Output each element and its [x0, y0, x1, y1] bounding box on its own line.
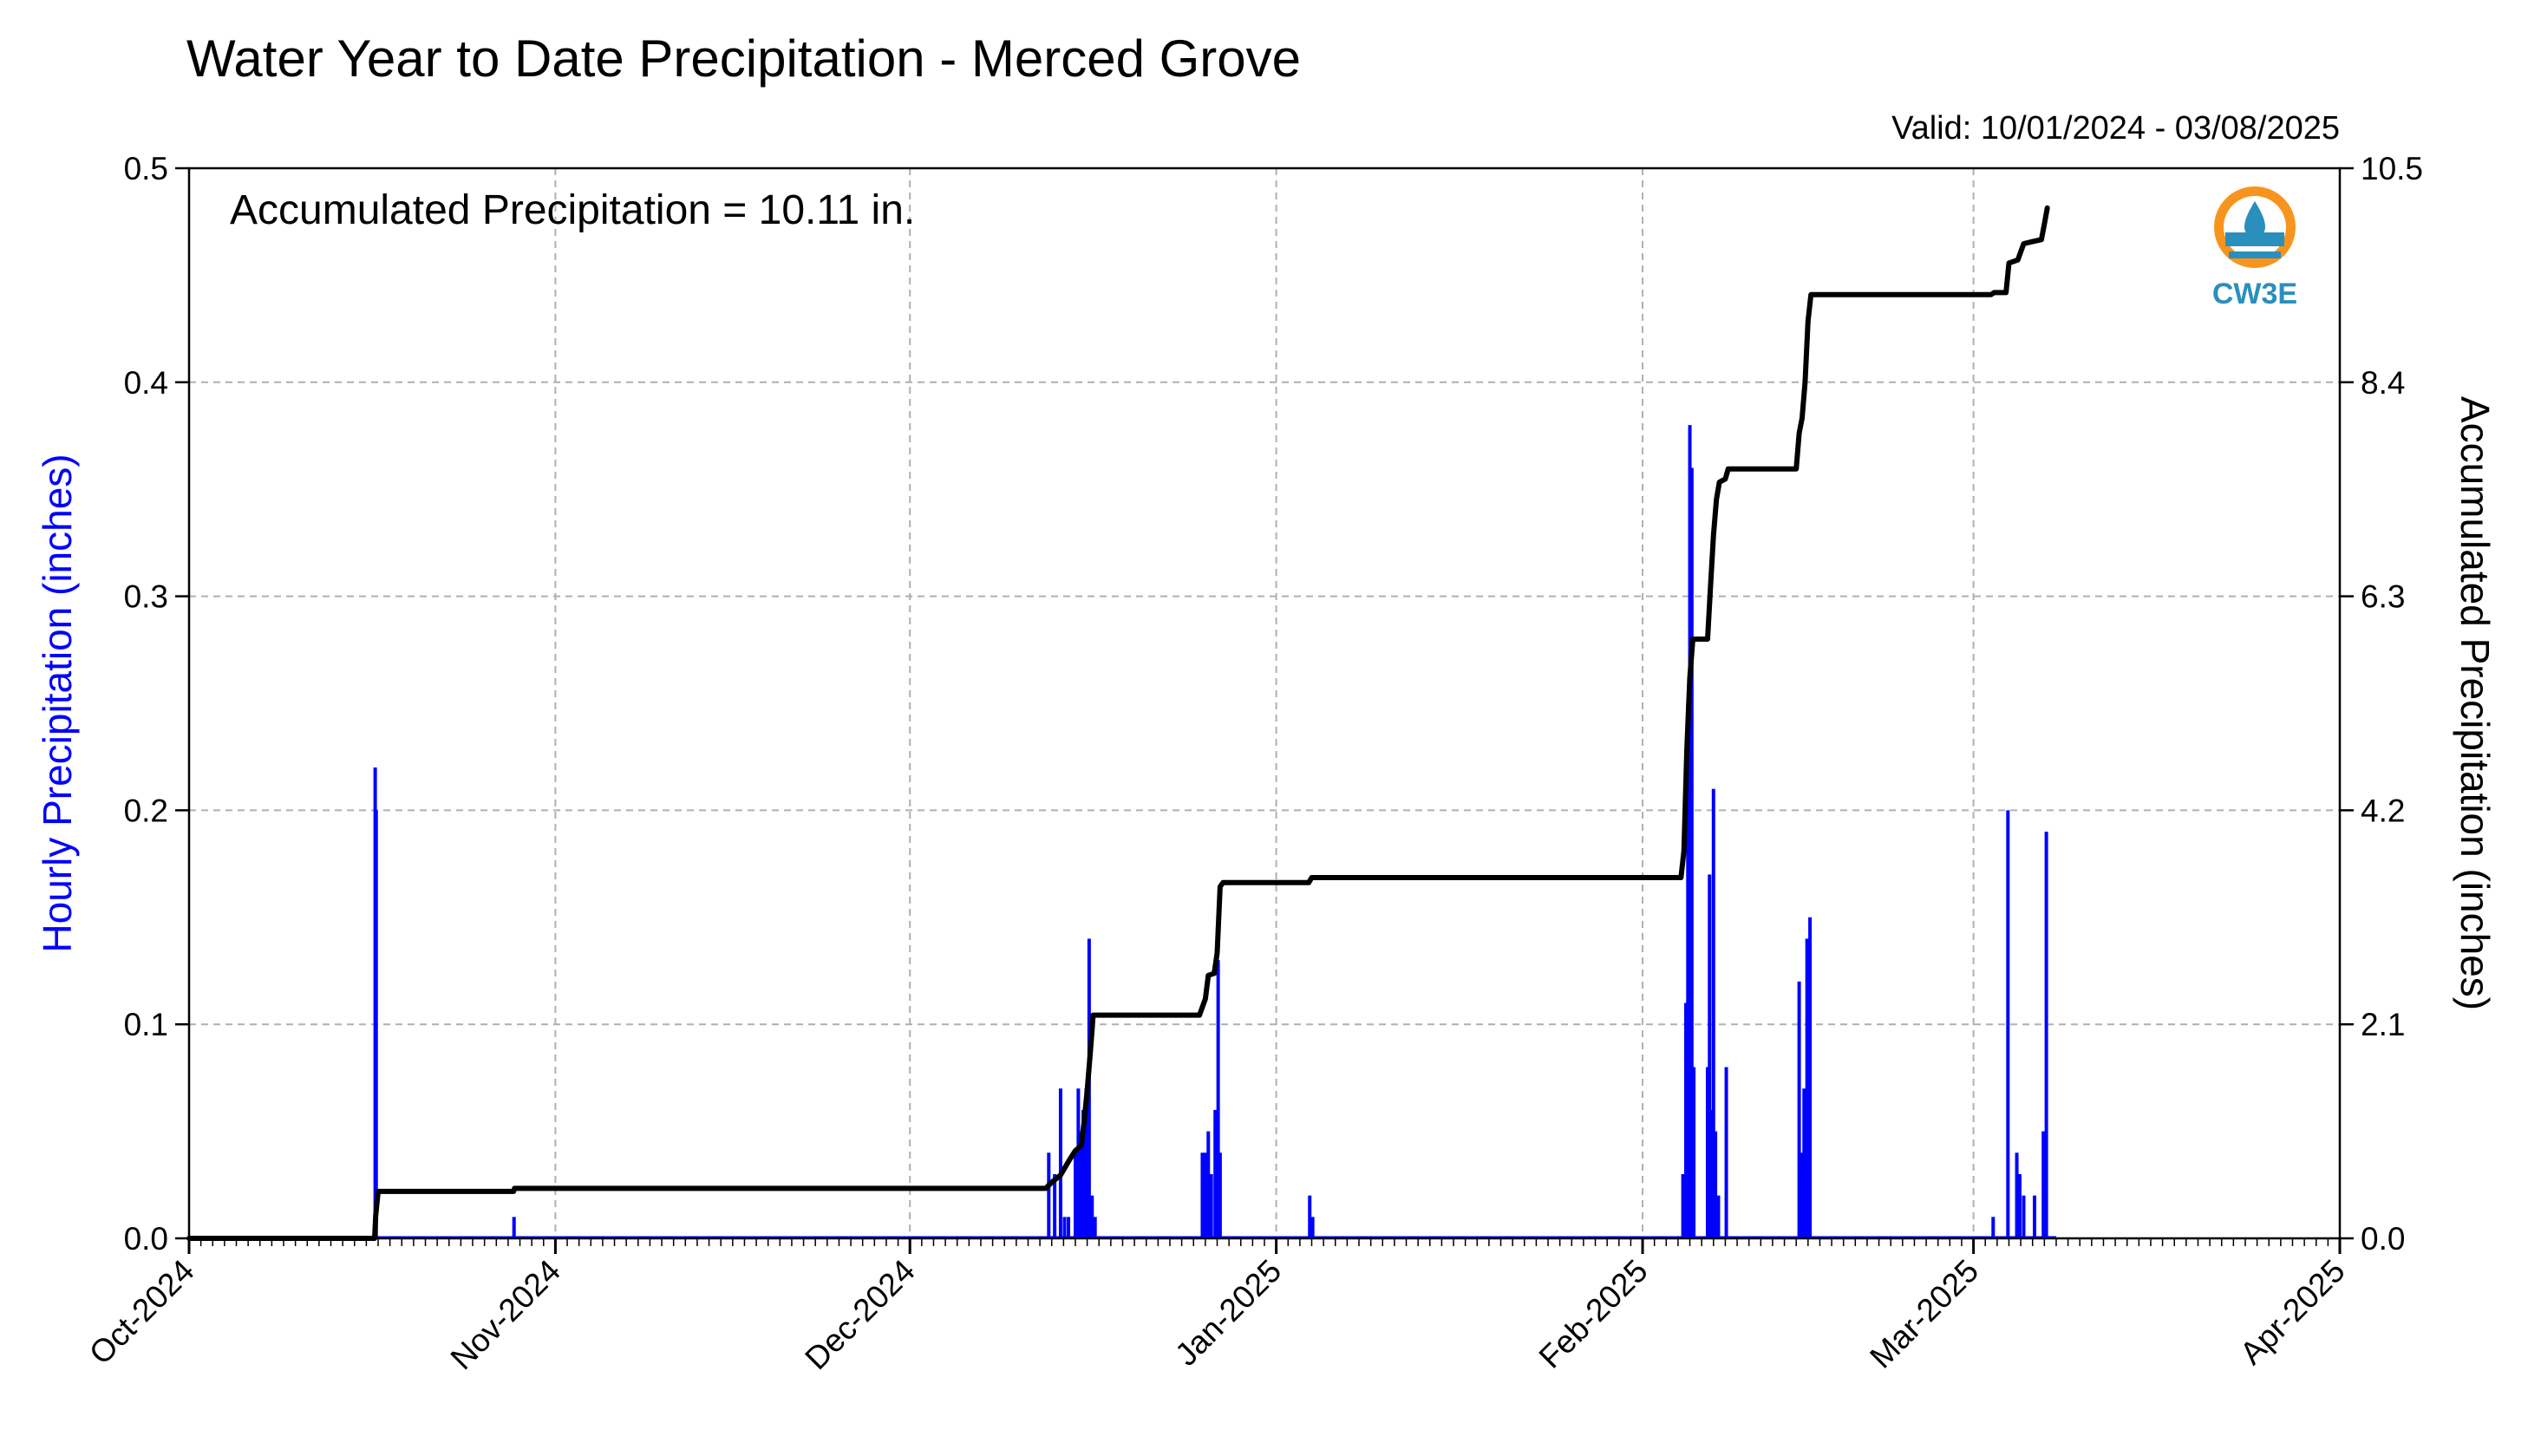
right-y-tick-label: 8.4: [2361, 365, 2405, 401]
hourly-bar: [2006, 810, 2010, 1238]
hourly-bar: [1078, 1131, 1082, 1238]
hourly-bar: [1090, 1195, 1094, 1238]
hourly-bar: [1709, 1109, 1714, 1238]
right-y-tick-label: 6.3: [2361, 579, 2405, 615]
hourly-bar: [1062, 1217, 1067, 1238]
cw3e-logo: CW3E: [2212, 186, 2297, 310]
left-y-axis-label: Hourly Precipitation (inches): [35, 454, 80, 952]
logo-waves-icon: [2225, 232, 2284, 258]
hourly-bar: [1686, 703, 1690, 1238]
x-tick-label: Oct-2024: [82, 1253, 201, 1372]
x-tick-label: Nov-2024: [444, 1253, 567, 1376]
chart-title: Water Year to Date Precipitation - Merce…: [186, 29, 1301, 88]
hourly-bar: [1800, 1152, 1804, 1238]
x-tick-label: Dec-2024: [798, 1253, 921, 1376]
hourly-bar: [1067, 1217, 1071, 1238]
hourly-bar: [1203, 1152, 1207, 1238]
hourly-bar: [1076, 1088, 1081, 1238]
hourly-bar: [1711, 788, 1715, 1238]
right-y-axis: 0.0 2.1 4.2 6.3 8.4 10.5: [2340, 151, 2423, 1257]
hourly-bar: [1692, 1067, 1696, 1238]
left-y-tick-label: 0.1: [124, 1007, 168, 1042]
hourly-bar: [1216, 960, 1220, 1238]
hourly-bar: [374, 810, 378, 1238]
hourly-bar: [1084, 1088, 1088, 1238]
hourly-bar: [1081, 1109, 1086, 1238]
accumulated-precipitation-line-group: [186, 205, 2050, 1241]
hourly-bar: [1705, 1067, 1709, 1238]
hourly-bar: [1058, 1088, 1062, 1238]
hourly-bar: [1802, 1088, 1806, 1238]
hourly-bar: [1093, 1217, 1097, 1238]
hourly-bar: [1681, 1173, 1685, 1238]
x-tick-label: Mar-2025: [1863, 1253, 1985, 1375]
left-y-axis: 0.0 0.1 0.2 0.3 0.4 0.5: [124, 151, 189, 1257]
x-tick-label: Apr-2025: [2233, 1253, 2352, 1372]
hourly-bar: [2022, 1195, 2026, 1238]
right-y-tick-label: 10.5: [2361, 151, 2423, 186]
valid-date-range: Valid: 10/01/2024 - 03/08/2025: [1891, 110, 2340, 147]
logo-drop-icon: [2244, 201, 2265, 238]
left-y-tick-label: 0.3: [124, 579, 168, 615]
right-y-tick-label: 2.1: [2361, 1007, 2405, 1042]
left-y-tick-label: 0.2: [124, 793, 168, 828]
hourly-bar: [1714, 1131, 1718, 1238]
hourly-bar: [2032, 1195, 2036, 1238]
hourly-bar: [2044, 832, 2048, 1238]
hourly-bar: [1206, 1131, 1211, 1238]
hourly-bar: [1689, 467, 1694, 1238]
plot-frame: [187, 166, 2342, 1240]
right-y-tick-label: 4.2: [2361, 793, 2405, 828]
hourly-precipitation-bars: [189, 425, 2056, 1239]
hourly-bar: [1310, 1217, 1315, 1238]
hourly-bar: [2041, 1131, 2046, 1238]
hourly-bar: [1213, 1109, 1218, 1238]
hourly-bar: [1724, 1067, 1728, 1238]
hourly-bar: [1218, 1152, 1222, 1238]
right-y-axis-label: Accumulated Precipitation (inches): [2453, 396, 2498, 1010]
hourly-bar: [1047, 1152, 1051, 1238]
left-y-tick-label: 0.0: [124, 1221, 168, 1257]
hourly-bar: [1684, 1002, 1689, 1238]
hourly-bar: [1308, 1195, 1312, 1238]
hourly-bar: [1797, 981, 1801, 1238]
right-y-tick-label: 0.0: [2361, 1221, 2405, 1257]
x-tick-label: Jan-2025: [1168, 1253, 1288, 1373]
left-y-tick-label: 0.5: [124, 151, 168, 186]
accumulated-line: [186, 205, 2050, 1241]
left-y-tick-label: 0.4: [124, 365, 168, 401]
hourly-bar: [1053, 1173, 1057, 1238]
hourly-bar: [1991, 1217, 1996, 1238]
hourly-bar: [1073, 1152, 1077, 1238]
x-tick-label: Feb-2025: [1532, 1253, 1655, 1375]
hourly-bar: [1716, 1195, 1721, 1238]
hourly-bar: [1200, 1152, 1205, 1238]
accumulated-total-annotation: Accumulated Precipitation = 10.11 in.: [230, 187, 915, 233]
logo-text: CW3E: [2212, 277, 2297, 310]
gridlines: [189, 168, 2340, 1238]
hourly-bar: [1209, 1173, 1213, 1238]
hourly-bar: [1688, 425, 1692, 1238]
hourly-bar: [1808, 917, 1813, 1238]
hourly-bar: [512, 1217, 516, 1238]
hourly-bar: [2017, 1173, 2022, 1238]
hourly-bar: [1805, 938, 1809, 1238]
hourly-bar: [1708, 874, 1712, 1238]
x-axis: Oct-2024 Nov-2024 Dec-2024 Jan-2025 Feb-2025…: [82, 1238, 2352, 1376]
hourly-bar: [2015, 1152, 2019, 1238]
